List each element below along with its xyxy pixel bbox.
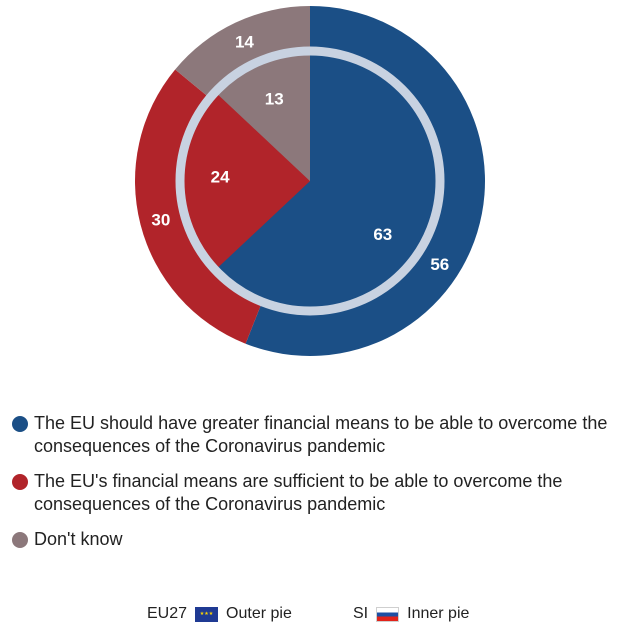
outer-pie-label: Outer pie xyxy=(226,605,292,622)
outer-pie-code: EU27 xyxy=(147,605,188,622)
eu-flag-icon xyxy=(195,606,219,622)
outer-pie-value-label-dont-know: 14 xyxy=(235,33,254,52)
legend-item-sufficient: The EU's financial means are sufficient … xyxy=(12,470,627,516)
legend-swatch-sufficient xyxy=(12,474,28,490)
inner-pie-slice-dont-know xyxy=(216,53,310,181)
donut-chart: 56 30 14 63 24 13 xyxy=(135,6,486,356)
outer-pie-value-label-sufficient: 30 xyxy=(151,210,170,229)
inner-pie-code: SI xyxy=(353,605,369,622)
legend-label-dont-know: Don't know xyxy=(34,529,123,549)
legend-label-sufficient: The EU's financial means are sufficient … xyxy=(34,471,563,514)
inner-pie-value-label-sufficient: 24 xyxy=(211,168,230,187)
legend-item-dont-know: Don't know xyxy=(12,528,627,551)
chart-legend: The EU should have greater financial mea… xyxy=(12,412,627,563)
inner-pie-slice-sufficient xyxy=(181,93,310,269)
pie-separator-ring xyxy=(175,46,445,316)
inner-pie-slice-greater-means xyxy=(216,53,439,309)
slovenia-flag-icon xyxy=(376,606,400,622)
legend-label-greater-means: The EU should have greater financial mea… xyxy=(34,413,608,456)
inner-pie-label: Inner pie xyxy=(407,605,470,622)
legend-item-greater-means: The EU should have greater financial mea… xyxy=(12,412,627,458)
inner-pie-value-label-greater-means: 63 xyxy=(373,225,392,244)
outer-pie-value-label-greater-means: 56 xyxy=(430,255,449,274)
inner-pie-key: SI Inner pie xyxy=(353,605,469,623)
outer-pie-key: EU27 Outer pie xyxy=(147,605,292,623)
legend-swatch-dont-know xyxy=(12,532,28,548)
inner-pie-value-label-dont-know: 13 xyxy=(265,89,284,108)
legend-swatch-greater-means xyxy=(12,416,28,432)
